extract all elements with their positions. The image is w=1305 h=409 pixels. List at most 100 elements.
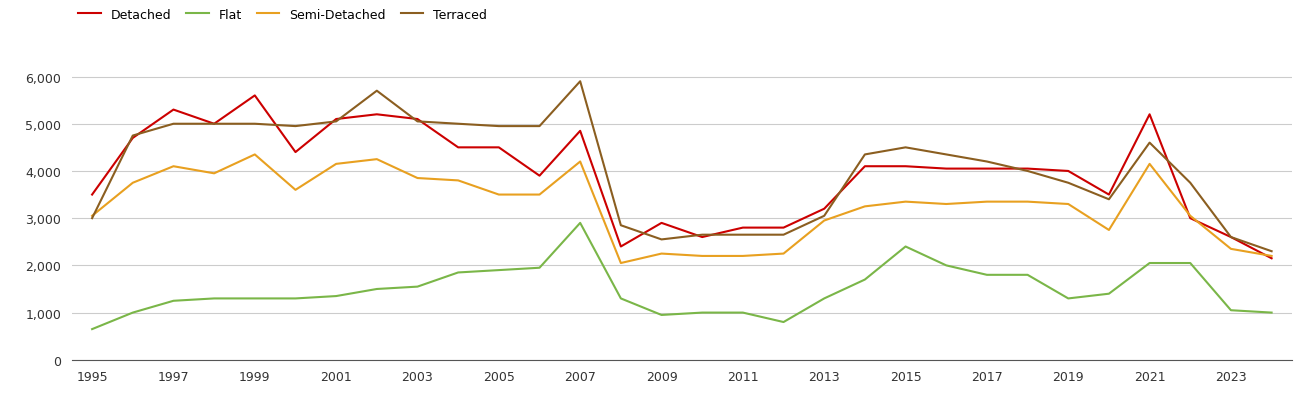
Terraced	[979, 160, 994, 164]
Flat	[654, 313, 669, 318]
Detached	[206, 122, 222, 127]
Terraced	[450, 122, 466, 127]
Detached	[287, 150, 303, 155]
Terraced	[369, 89, 385, 94]
Semi-Detached	[206, 171, 222, 176]
Terraced	[206, 122, 222, 127]
Flat	[857, 277, 873, 282]
Detached	[1263, 256, 1279, 261]
Flat	[206, 296, 222, 301]
Detached	[410, 117, 425, 122]
Terraced	[857, 153, 873, 157]
Semi-Detached	[329, 162, 345, 167]
Detached	[1223, 235, 1238, 240]
Terraced	[247, 122, 262, 127]
Detached	[531, 174, 547, 179]
Flat	[1142, 261, 1158, 266]
Semi-Detached	[1019, 200, 1035, 204]
Legend: Detached, Flat, Semi-Detached, Terraced: Detached, Flat, Semi-Detached, Terraced	[78, 9, 487, 22]
Flat	[85, 327, 100, 332]
Semi-Detached	[1223, 247, 1238, 252]
Terraced	[1182, 181, 1198, 186]
Flat	[817, 296, 833, 301]
Terraced	[410, 119, 425, 124]
Detached	[898, 164, 913, 169]
Detached	[1019, 167, 1035, 172]
Terraced	[1101, 197, 1117, 202]
Flat	[410, 285, 425, 290]
Line: Semi-Detached: Semi-Detached	[93, 155, 1271, 263]
Flat	[531, 265, 547, 270]
Semi-Detached	[450, 178, 466, 183]
Semi-Detached	[531, 193, 547, 198]
Semi-Detached	[1263, 254, 1279, 259]
Flat	[1101, 292, 1117, 297]
Flat	[1182, 261, 1198, 266]
Flat	[1223, 308, 1238, 313]
Terraced	[817, 214, 833, 219]
Detached	[1101, 193, 1117, 198]
Terraced	[898, 146, 913, 151]
Semi-Detached	[573, 160, 589, 164]
Semi-Detached	[247, 153, 262, 157]
Detached	[573, 129, 589, 134]
Detached	[85, 193, 100, 198]
Flat	[613, 296, 629, 301]
Terraced	[613, 223, 629, 228]
Semi-Detached	[85, 214, 100, 219]
Terraced	[329, 119, 345, 124]
Detached	[694, 235, 710, 240]
Semi-Detached	[125, 181, 141, 186]
Flat	[938, 263, 954, 268]
Terraced	[694, 233, 710, 238]
Detached	[775, 226, 791, 231]
Detached	[125, 136, 141, 141]
Flat	[775, 320, 791, 325]
Terraced	[735, 233, 750, 238]
Semi-Detached	[654, 252, 669, 256]
Semi-Detached	[613, 261, 629, 266]
Semi-Detached	[817, 218, 833, 223]
Detached	[329, 117, 345, 122]
Detached	[817, 207, 833, 212]
Terraced	[938, 153, 954, 157]
Terraced	[654, 237, 669, 242]
Line: Detached: Detached	[93, 96, 1271, 258]
Flat	[247, 296, 262, 301]
Flat	[287, 296, 303, 301]
Flat	[735, 310, 750, 315]
Semi-Detached	[735, 254, 750, 259]
Flat	[898, 245, 913, 249]
Terraced	[1223, 235, 1238, 240]
Flat	[694, 310, 710, 315]
Terraced	[85, 216, 100, 221]
Line: Terraced: Terraced	[93, 82, 1271, 252]
Detached	[166, 108, 181, 113]
Detached	[450, 146, 466, 151]
Terraced	[1019, 169, 1035, 174]
Semi-Detached	[898, 200, 913, 204]
Detached	[247, 94, 262, 99]
Terraced	[1061, 181, 1077, 186]
Detached	[491, 146, 506, 151]
Flat	[369, 287, 385, 292]
Flat	[1019, 273, 1035, 278]
Semi-Detached	[775, 252, 791, 256]
Semi-Detached	[1061, 202, 1077, 207]
Flat	[573, 221, 589, 226]
Semi-Detached	[694, 254, 710, 259]
Semi-Detached	[1142, 162, 1158, 167]
Terraced	[125, 134, 141, 139]
Detached	[857, 164, 873, 169]
Terraced	[573, 80, 589, 85]
Terraced	[775, 233, 791, 238]
Semi-Detached	[287, 188, 303, 193]
Flat	[329, 294, 345, 299]
Semi-Detached	[857, 204, 873, 209]
Flat	[491, 268, 506, 273]
Detached	[979, 167, 994, 172]
Semi-Detached	[1101, 228, 1117, 233]
Flat	[166, 299, 181, 303]
Semi-Detached	[491, 193, 506, 198]
Terraced	[1263, 249, 1279, 254]
